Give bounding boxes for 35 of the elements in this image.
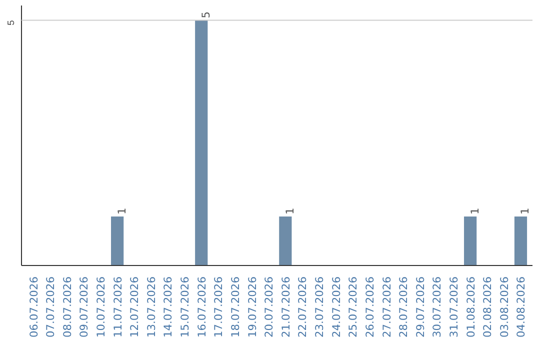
- x-tick-label: 21.07.2026: [279, 276, 292, 338]
- x-tick-label: 07.07.2026: [44, 276, 58, 338]
- x-tick-label: 26.07.2026: [363, 276, 376, 338]
- data-label: 5: [199, 11, 212, 18]
- x-tick-label: 04.08.2026: [514, 276, 528, 338]
- x-tick-label: 20.07.2026: [262, 276, 276, 338]
- x-tick-label: 12.07.2026: [128, 276, 142, 338]
- x-tick-label: 02.08.2026: [481, 276, 494, 338]
- x-tick-label: 24.07.2026: [330, 276, 343, 338]
- x-tick-label: 23.07.2026: [313, 276, 326, 338]
- x-tick-label: 13.07.2026: [144, 276, 158, 338]
- x-tick-label: 08.07.2026: [60, 276, 74, 338]
- x-tick-label: 10.07.2026: [94, 276, 108, 338]
- x-tick-label: 28.07.2026: [397, 276, 410, 338]
- data-label: 1: [115, 208, 128, 214]
- x-tick-label: 16.07.2026: [195, 276, 208, 338]
- x-tick-label: 06.07.2026: [27, 276, 40, 338]
- x-tick-label: 17.07.2026: [212, 276, 226, 338]
- x-tick-label: 03.08.2026: [498, 276, 511, 338]
- data-label: 1: [518, 208, 532, 214]
- x-tick-label: 27.07.2026: [380, 276, 394, 338]
- x-tick-label: 15.07.2026: [178, 276, 192, 338]
- x-tick-label: 31.07.2026: [447, 276, 460, 338]
- x-tick-label: 30.07.2026: [430, 276, 444, 338]
- x-tick-label: 14.07.2026: [162, 276, 175, 338]
- x-tick-label: 18.07.2026: [228, 276, 242, 338]
- x-tick-label: 22.07.2026: [296, 276, 310, 338]
- x-tick-label: 19.07.2026: [246, 276, 259, 338]
- x-tick-label: 11.07.2026: [111, 276, 124, 338]
- data-label: 1: [283, 208, 296, 214]
- data-label: 1: [468, 208, 482, 214]
- x-tick-label: 29.07.2026: [414, 276, 427, 338]
- x-tick-label: 01.08.2026: [464, 276, 478, 338]
- x-tick-label: 09.07.2026: [78, 276, 91, 338]
- x-tick-label: 25.07.2026: [346, 276, 360, 338]
